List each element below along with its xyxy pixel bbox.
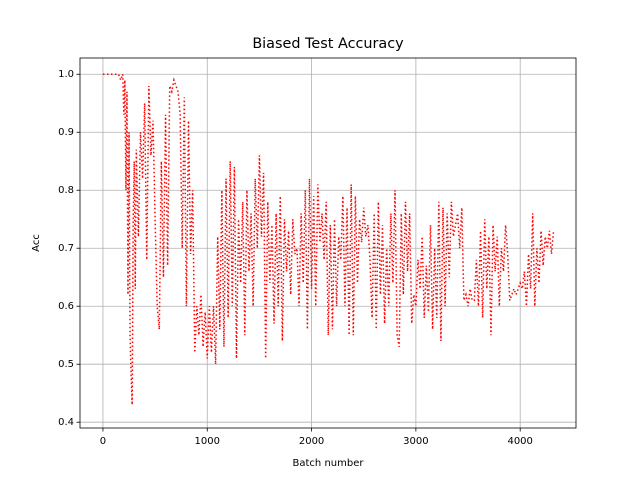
chart-title: Biased Test Accuracy bbox=[252, 36, 404, 52]
plot-frame bbox=[79, 57, 577, 429]
x-tick-label: 1000 bbox=[195, 436, 220, 447]
y-axis-label: Acc bbox=[31, 234, 42, 252]
y-tick-label: 1.0 bbox=[58, 69, 74, 80]
data-line bbox=[102, 73, 555, 405]
x-tick-label: 3000 bbox=[403, 436, 428, 447]
x-axis-label: Batch number bbox=[293, 458, 365, 469]
x-tick-label: 0 bbox=[100, 436, 106, 447]
y-tick-label: 0.6 bbox=[58, 301, 74, 312]
y-tick-label: 0.5 bbox=[58, 359, 74, 370]
y-tick-label: 0.7 bbox=[58, 243, 74, 254]
x-tick-label: 2000 bbox=[299, 436, 324, 447]
y-tick-label: 0.4 bbox=[58, 417, 74, 428]
y-tick-label: 0.8 bbox=[58, 185, 74, 196]
x-tick-label: 4000 bbox=[507, 436, 532, 447]
y-tick-label: 0.9 bbox=[58, 127, 74, 138]
